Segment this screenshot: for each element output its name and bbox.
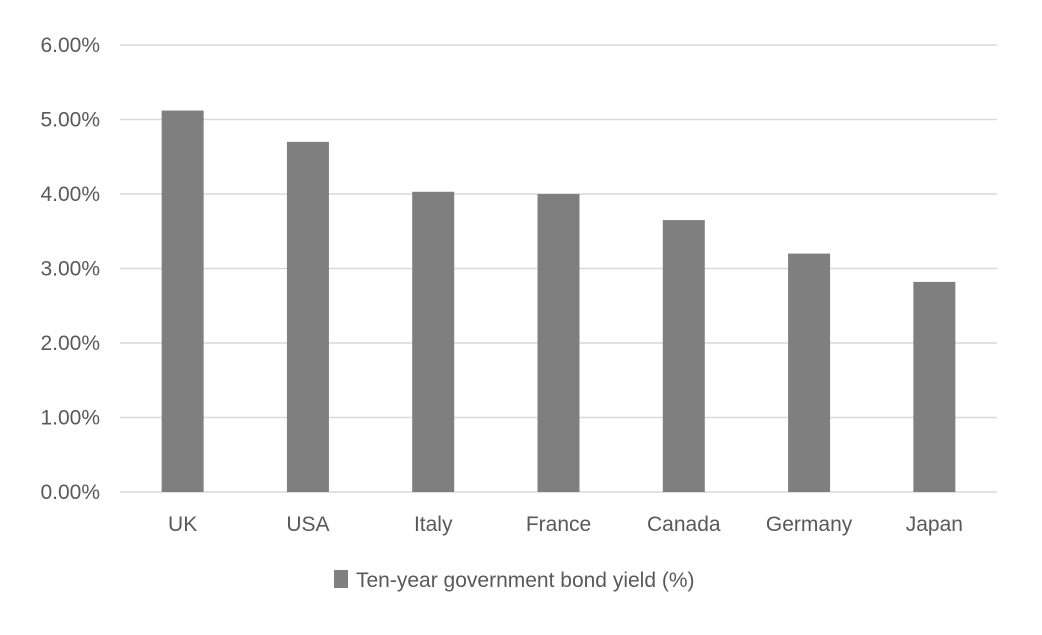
legend-label: Ten-year government bond yield (%) [356, 569, 695, 592]
y-tick-label: 5.00% [40, 109, 100, 132]
x-tick-label: Japan [906, 513, 963, 536]
y-tick-label: 6.00% [40, 34, 100, 57]
x-tick-label: UK [168, 513, 197, 536]
y-tick-label: 1.00% [40, 407, 100, 430]
bar-canada [662, 220, 705, 492]
legend: Ten-year government bond yield (%) [334, 569, 695, 592]
bar-japan [913, 281, 956, 492]
bar-uk [161, 110, 204, 492]
y-tick-label: 4.00% [40, 183, 100, 206]
x-tick-label: France [526, 513, 591, 536]
x-axis-category-labels: UK USA Italy France Canada Germany Japan [168, 513, 963, 536]
bar-usa [286, 141, 329, 492]
legend-swatch [334, 570, 348, 588]
bar-italy [412, 191, 455, 492]
bar-france [537, 194, 580, 492]
x-tick-label: Canada [647, 513, 721, 536]
x-tick-label: USA [286, 513, 329, 536]
x-tick-label: Italy [414, 513, 453, 536]
y-tick-label: 2.00% [40, 332, 100, 355]
x-tick-label: Germany [766, 513, 853, 536]
y-axis-tick-labels: 0.00% 1.00% 2.00% 3.00% 4.00% 5.00% 6.00% [40, 34, 100, 504]
y-tick-label: 3.00% [40, 258, 100, 281]
y-tick-label: 0.00% [40, 481, 100, 504]
bar-germany [788, 253, 831, 492]
bars [161, 110, 956, 492]
